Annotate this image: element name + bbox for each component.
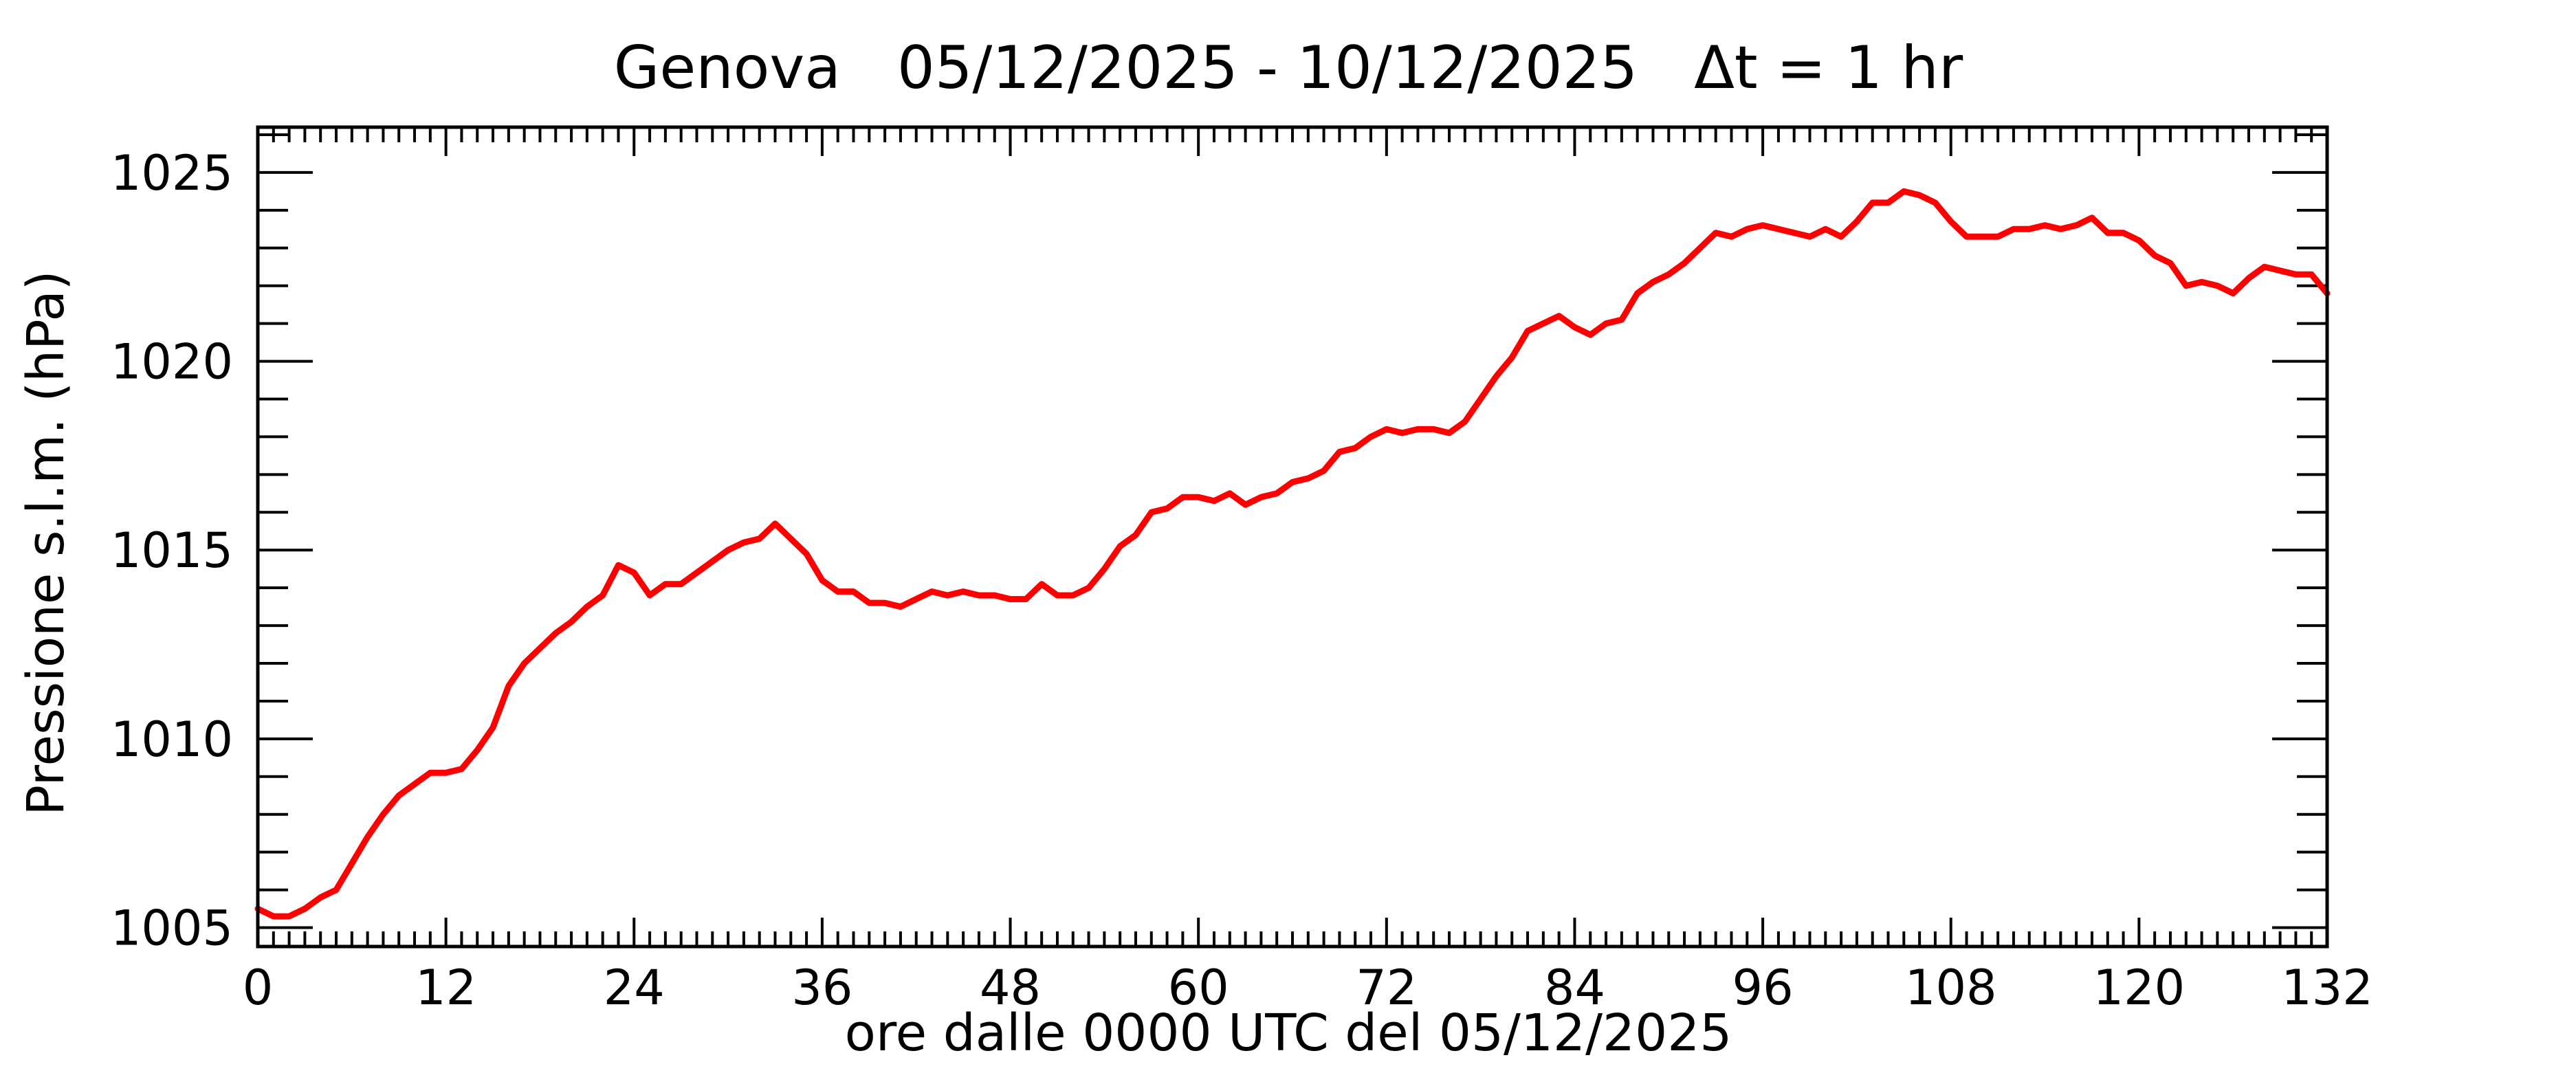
y-tick-label: 1020: [111, 334, 233, 390]
x-tick-label: 48: [980, 960, 1041, 1016]
y-tick-labels: 1005 1010 1015 1020 1025: [111, 145, 233, 957]
x-axis-label: ore dalle 0000 UTC del 05/12/2025: [845, 1004, 1732, 1063]
y-tick-label: 1005: [111, 900, 233, 957]
y-tick-label: 1010: [111, 711, 233, 768]
x-tick-label: 12: [415, 960, 476, 1016]
axis-ticks: [256, 127, 2329, 947]
pressure-series-line: [254, 188, 2331, 920]
y-tick-label: 1015: [111, 522, 233, 579]
x-tick-label: 24: [604, 960, 665, 1016]
x-tick-labels: 0 12 24 36 48 60 72 84 96 108 120 132: [243, 960, 2373, 1016]
plot-frame: [256, 125, 2329, 949]
x-tick-label: 36: [791, 960, 852, 1016]
x-tick-label: 108: [1905, 960, 1997, 1016]
x-tick-label: 72: [1356, 960, 1417, 1016]
y-tick-label: 1025: [111, 145, 233, 201]
x-tick-label: 60: [1168, 960, 1229, 1016]
series-group: [254, 188, 2331, 920]
x-tick-label: 0: [243, 960, 274, 1016]
x-tick-label: 96: [1732, 960, 1794, 1016]
y-axis-label: Pressione s.l.m. (hPa): [16, 270, 76, 815]
chart-title: Genova 05/12/2025 - 10/12/2025 Δt = 1 hr: [614, 34, 1963, 102]
x-tick-label: 120: [2093, 960, 2186, 1016]
x-tick-label: 84: [1544, 960, 1605, 1016]
x-tick-label: 132: [2281, 960, 2373, 1016]
